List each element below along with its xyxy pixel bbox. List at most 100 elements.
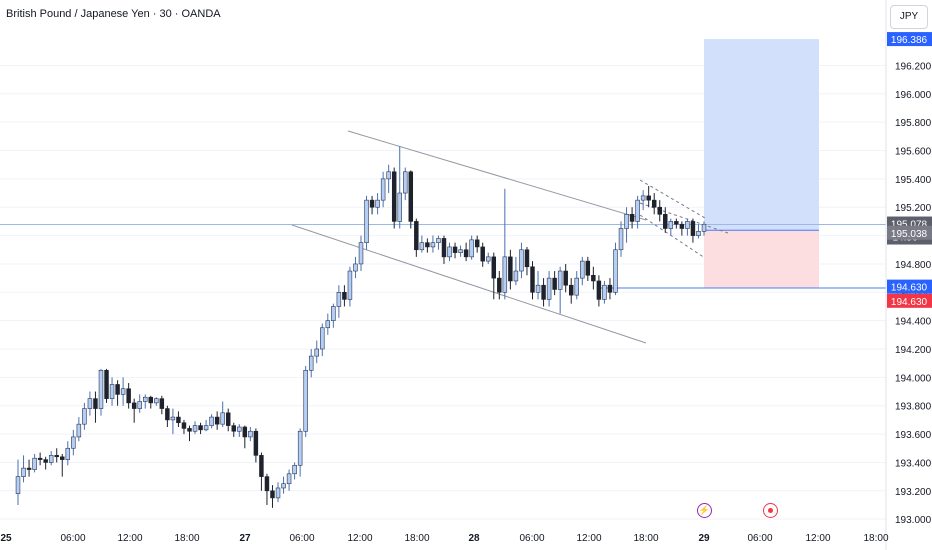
candle-body xyxy=(690,221,696,236)
last-price-text: 195.078 xyxy=(891,220,928,231)
candle-body xyxy=(685,221,690,229)
candle-body xyxy=(242,426,248,438)
mini-channel-upper xyxy=(639,179,706,219)
candle-body xyxy=(386,171,391,180)
candle-body xyxy=(325,320,331,329)
candle-body xyxy=(76,423,82,438)
candle-body xyxy=(696,231,701,236)
price-tick-label: 193.800 xyxy=(895,402,932,413)
candle-body xyxy=(126,388,131,404)
candle-body xyxy=(701,223,707,232)
time-tick-label: 25 xyxy=(0,533,12,544)
candle-body xyxy=(674,221,679,225)
time-tick-label: 27 xyxy=(239,533,251,544)
price-tick-label: 195.400 xyxy=(895,175,932,186)
candle-body xyxy=(176,416,181,424)
level-blue-badge-text: 194.630 xyxy=(891,283,928,294)
candle-body xyxy=(574,277,579,296)
candle-body xyxy=(347,270,353,300)
price-tick-label: 195.800 xyxy=(895,118,932,129)
candle-body xyxy=(430,242,436,248)
candle-body xyxy=(635,199,640,222)
mini-channel-lower-2 xyxy=(639,214,706,259)
candle-body xyxy=(120,388,126,395)
candle-body xyxy=(43,459,48,463)
candle-body xyxy=(320,327,325,350)
time-tick-label: 12:00 xyxy=(805,533,830,544)
candle-body xyxy=(480,246,485,262)
candle-body xyxy=(624,214,629,229)
price-tick-label: 194.000 xyxy=(895,373,932,384)
target-price-badge-bg xyxy=(887,32,932,47)
candle-body xyxy=(502,256,508,293)
time-tick-label: 28 xyxy=(468,533,480,544)
candle-body xyxy=(98,369,104,409)
position-zones xyxy=(704,39,819,289)
price-tick-label: 196.000 xyxy=(895,90,932,101)
channel-upper-line xyxy=(347,130,647,221)
time-tick-label: 18:00 xyxy=(633,533,658,544)
candle-body xyxy=(474,239,480,248)
candle-body xyxy=(596,280,602,300)
candle-body xyxy=(353,263,358,272)
record-event-icon[interactable] xyxy=(763,503,778,518)
channel-lower-line xyxy=(291,224,647,344)
candle-body xyxy=(497,277,502,293)
candle-body xyxy=(159,398,165,409)
candle-body xyxy=(563,270,568,286)
price-tick-label: 196.200 xyxy=(895,61,932,72)
candle-body xyxy=(87,398,93,409)
candle-body xyxy=(143,396,148,402)
candle-body xyxy=(380,178,386,201)
candle-body xyxy=(292,464,297,475)
target-price-badge-text: 196.386 xyxy=(891,35,928,46)
candle-body xyxy=(414,221,419,251)
time-tick-label: 18:00 xyxy=(404,533,429,544)
time-tick-label: 29 xyxy=(698,533,710,544)
candle-body xyxy=(375,199,380,208)
candle-body xyxy=(192,425,198,432)
candle-body xyxy=(541,284,546,300)
candle-body xyxy=(629,214,635,222)
time-tick-label: 06:00 xyxy=(747,533,772,544)
candle-body xyxy=(364,199,369,243)
candle-body xyxy=(391,171,397,222)
candle-body xyxy=(170,416,176,421)
candle-body xyxy=(613,249,618,293)
candle-series xyxy=(15,146,707,508)
candle-body xyxy=(458,249,463,253)
candle-body xyxy=(187,428,192,432)
candle-body xyxy=(15,476,21,494)
candle-body xyxy=(679,223,685,229)
candle-body xyxy=(209,416,214,426)
candle-body xyxy=(264,476,270,492)
candle-body xyxy=(463,249,469,258)
stop-zone xyxy=(704,230,819,289)
candle-body xyxy=(425,242,430,248)
candle-body xyxy=(557,270,563,290)
lightning-event-icon[interactable]: ⚡ xyxy=(697,503,712,518)
candle-body xyxy=(231,425,236,432)
candle-body xyxy=(137,401,142,409)
candle-body xyxy=(259,455,264,477)
candle-body xyxy=(441,238,447,258)
candle-body xyxy=(71,436,76,449)
candle-body xyxy=(286,473,292,485)
candle-body xyxy=(342,292,347,300)
candle-body xyxy=(93,398,98,409)
candle-body xyxy=(214,416,220,425)
level-red-badge-text: 194.630 xyxy=(891,297,928,308)
candle-body xyxy=(568,284,574,296)
candle-body xyxy=(397,192,402,222)
time-tick-label: 06:00 xyxy=(289,533,314,544)
candle-body xyxy=(663,214,668,229)
candle-body xyxy=(591,274,596,282)
currency-button[interactable]: JPY xyxy=(890,5,928,29)
candle-body xyxy=(513,270,519,282)
price-tick-label: 195.600 xyxy=(895,147,932,158)
level-red-badge-bg xyxy=(887,293,932,308)
candle-body xyxy=(336,292,342,307)
time-axis: 25 06:00 12:00 18:00 27 06:00 12:00 18:00 28 06:0… xyxy=(0,533,889,544)
candle-body xyxy=(154,398,159,404)
